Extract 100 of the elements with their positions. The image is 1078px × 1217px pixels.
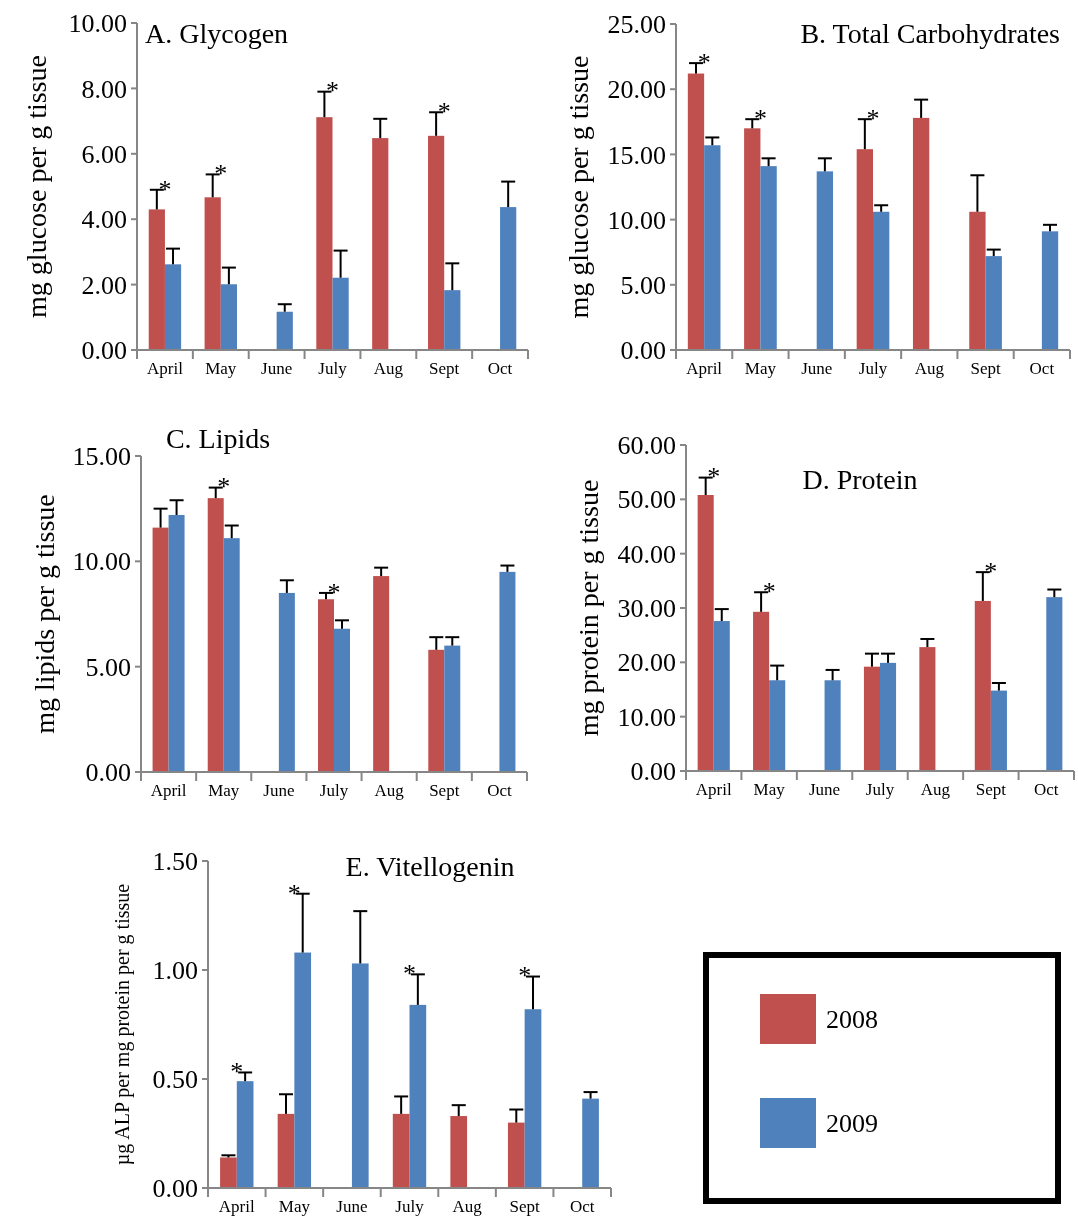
- bar: [334, 628, 350, 772]
- y-tick-label: 0.00: [152, 1174, 198, 1204]
- x-tick-label: Sept: [429, 781, 460, 800]
- x-tick-label: July: [319, 781, 349, 800]
- x-tick-label: Oct: [1029, 359, 1055, 378]
- bar: [236, 1081, 254, 1188]
- y-tick-label: 0.50: [152, 1065, 198, 1095]
- y-tick-label: 60.00: [617, 431, 676, 461]
- x-tick-label: June: [263, 781, 295, 800]
- x-tick-label: June: [261, 359, 293, 378]
- x-tick-label: June: [808, 780, 841, 799]
- x-tick-label: Sept: [509, 1197, 541, 1216]
- bar: [856, 149, 873, 350]
- y-tick-label: 6.00: [81, 139, 127, 169]
- bar: [276, 311, 293, 350]
- annotation: *: [697, 47, 711, 77]
- y-tick-label: 20.00: [607, 75, 666, 105]
- bar: [444, 645, 461, 772]
- y-tick-label: 0.00: [85, 758, 131, 788]
- chart-title: C. Lipids: [165, 422, 271, 454]
- annotation: *: [753, 103, 767, 133]
- y-tick-label: 10.00: [617, 702, 676, 732]
- bar: [277, 1113, 295, 1188]
- annotation: *: [437, 97, 451, 127]
- x-tick-label: July: [865, 780, 895, 799]
- bar: [294, 952, 312, 1188]
- bar: [220, 1157, 237, 1188]
- bar: [207, 498, 224, 772]
- bar: [969, 211, 986, 350]
- bar: [919, 647, 936, 771]
- bar: [990, 690, 1007, 771]
- y-axis-title: mg protein per g tissue: [572, 479, 604, 737]
- x-tick-label: May: [208, 781, 240, 800]
- chart-title: B. Total Carbohydrates: [800, 17, 1060, 49]
- legend-label: 2008: [826, 1005, 878, 1035]
- bar: [316, 117, 333, 350]
- bar: [164, 264, 182, 350]
- annotation: *: [217, 472, 231, 502]
- bar: [1046, 597, 1063, 771]
- legend-label: 2009: [826, 1109, 878, 1139]
- x-tick-label: May: [278, 1197, 311, 1216]
- annotation: *: [518, 961, 532, 991]
- y-axis-title: mg glucose per g tissue: [562, 55, 594, 319]
- y-tick-label: 1.00: [152, 956, 198, 986]
- x-tick-label: April: [150, 781, 187, 800]
- y-axis-title: mg glucose per g tissue: [20, 55, 52, 318]
- y-tick-label: 8.00: [81, 74, 127, 104]
- y-tick-label: 40.00: [617, 539, 676, 569]
- x-tick-label: May: [744, 359, 777, 378]
- y-tick-label: 0.00: [620, 336, 666, 366]
- bar: [500, 207, 517, 350]
- bar: [204, 197, 221, 350]
- bar: [582, 1098, 599, 1188]
- y-tick-label: 25.00: [607, 10, 666, 40]
- bar: [744, 128, 761, 350]
- y-tick-label: 10.00: [68, 9, 127, 39]
- bar: [912, 117, 930, 350]
- x-tick-label: Oct: [569, 1197, 595, 1216]
- x-tick-label: Sept: [970, 359, 1001, 378]
- chart-title: A. Glycogen: [145, 17, 289, 49]
- bar: [824, 680, 841, 771]
- x-tick-label: Aug: [373, 359, 404, 378]
- annotation: *: [403, 959, 416, 989]
- bar: [409, 1004, 427, 1188]
- y-tick-label: 1.50: [152, 847, 198, 877]
- bar: [753, 611, 770, 771]
- y-axis-title: µg ALP per mg protein per g tissue: [111, 883, 134, 1166]
- bar: [373, 576, 390, 772]
- bar: [428, 649, 445, 772]
- y-axis-title: mg lipids per g tissue: [28, 494, 60, 734]
- bar: [985, 256, 1002, 350]
- x-tick-label: May: [753, 780, 786, 799]
- x-tick-label: April: [686, 359, 723, 378]
- y-tick-label: 10.00: [607, 205, 666, 235]
- y-tick-label: 0.00: [81, 336, 127, 366]
- y-tick-label: 30.00: [617, 594, 676, 624]
- annotation: *: [984, 556, 998, 586]
- bar: [444, 290, 461, 350]
- x-tick-label: April: [218, 1197, 255, 1216]
- annotation: *: [762, 577, 776, 607]
- x-tick-label: Oct: [487, 359, 513, 378]
- bar: [974, 600, 991, 771]
- bar: [713, 621, 730, 771]
- bar: [351, 963, 369, 1188]
- y-tick-label: 5.00: [620, 270, 666, 300]
- x-tick-label: June: [336, 1197, 368, 1216]
- bar: [450, 1116, 468, 1188]
- y-tick-label: 15.00: [72, 442, 131, 472]
- y-tick-label: 15.00: [607, 140, 666, 170]
- x-tick-label: Aug: [452, 1197, 483, 1216]
- bar: [168, 514, 185, 772]
- y-tick-label: 4.00: [81, 205, 127, 235]
- bar: [1041, 231, 1059, 350]
- x-tick-label: July: [318, 359, 348, 378]
- x-tick-label: June: [801, 359, 833, 378]
- x-tick-label: July: [395, 1197, 425, 1216]
- y-tick-label: 50.00: [617, 485, 676, 515]
- annotation: *: [866, 103, 880, 133]
- y-tick-label: 10.00: [72, 547, 131, 577]
- bar: [318, 599, 334, 772]
